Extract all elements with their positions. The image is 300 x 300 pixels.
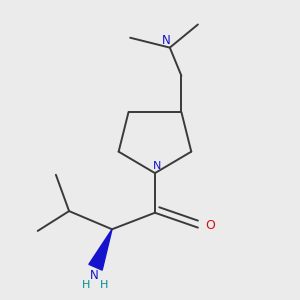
Text: N: N [89,269,98,282]
Text: N: N [162,34,171,47]
Text: O: O [206,220,215,232]
Text: N: N [152,161,161,171]
Text: H: H [81,280,90,290]
Text: H: H [100,280,108,290]
Polygon shape [89,229,112,270]
